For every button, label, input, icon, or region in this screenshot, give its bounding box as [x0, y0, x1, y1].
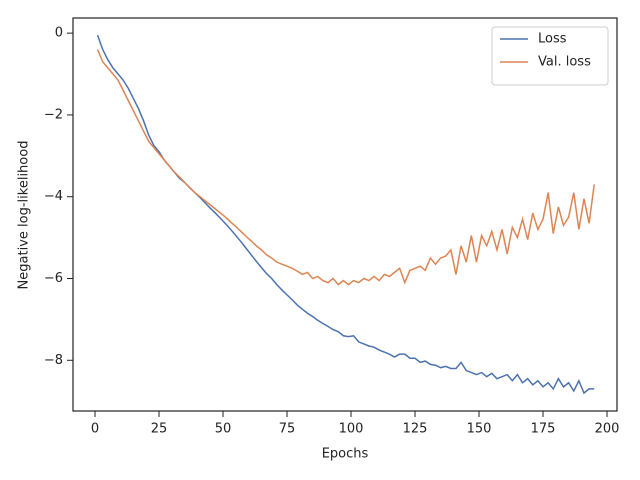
x-tick-label: 25	[151, 422, 168, 437]
x-tick-label: 175	[531, 422, 556, 437]
x-tick-label: 75	[279, 422, 296, 437]
x-tick-label: 150	[467, 422, 492, 437]
x-tick-label: 50	[215, 422, 232, 437]
y-tick-label: −6	[44, 271, 63, 286]
y-tick-label: −2	[44, 107, 63, 122]
plot-frame	[72, 17, 618, 412]
x-tick-label: 200	[595, 422, 620, 437]
line-series	[96, 34, 595, 395]
x-axis-label: Epochs	[322, 447, 369, 462]
y-tick-label: 0	[55, 26, 63, 41]
legend-label: Loss	[538, 32, 567, 47]
line-series	[96, 49, 595, 286]
y-tick-label: −8	[44, 353, 63, 368]
x-tick-label: 100	[339, 422, 364, 437]
legend-label: Val. loss	[538, 55, 591, 70]
x-tick-label: 125	[403, 422, 428, 437]
y-axis-label: Negative log-likelihood	[17, 141, 32, 290]
legend-box	[491, 26, 609, 86]
x-tick-label: 0	[91, 422, 99, 437]
y-tick-label: −4	[44, 189, 63, 204]
